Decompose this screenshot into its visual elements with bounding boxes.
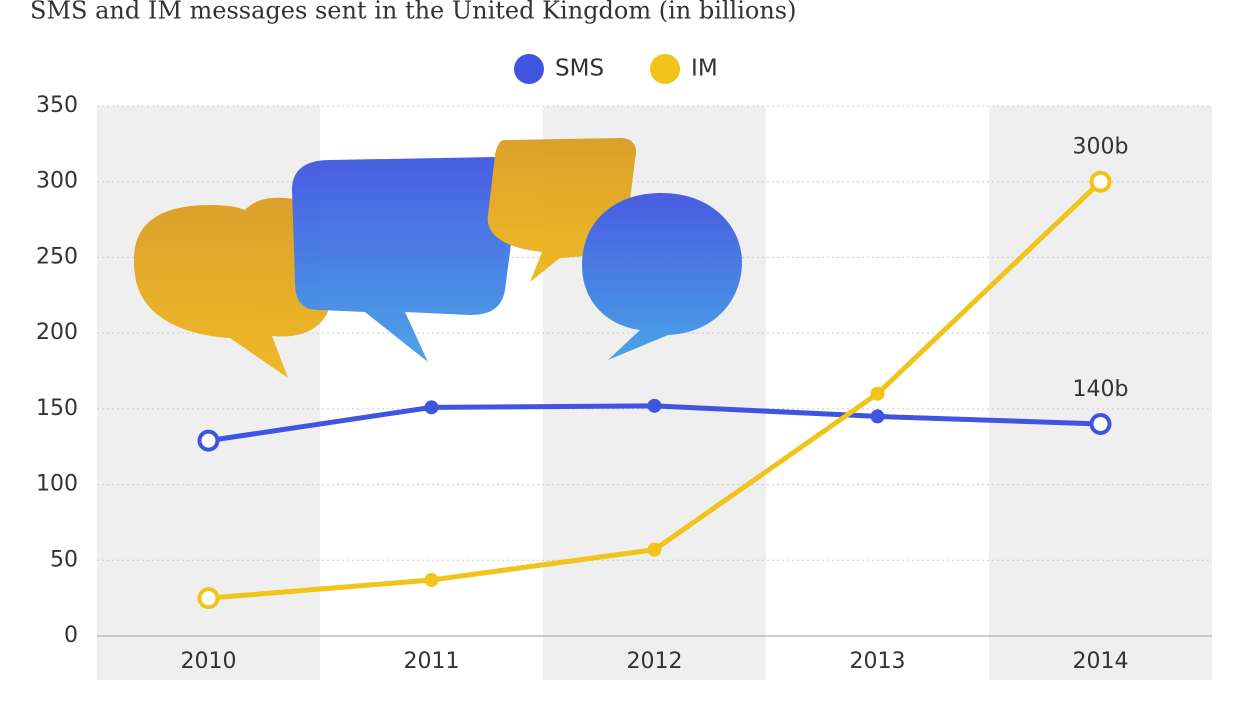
y-tick-label: 100 [36,472,78,497]
data-label: 300b [1073,135,1129,160]
y-tick-label: 50 [50,547,78,572]
x-tick-label: 2014 [1073,649,1129,674]
bubble-blue [292,157,519,362]
legend-marker [514,54,544,84]
x-tick-label: 2013 [850,649,906,674]
decoration [133,138,742,378]
chart-title: SMS and IM messages sent in the United K… [30,0,797,25]
y-tick-label: 200 [36,320,78,345]
point [870,386,885,401]
y-tick-label: 150 [36,396,78,421]
point [647,542,662,557]
legend-marker [650,54,681,84]
legend-label: SMS [555,56,604,82]
y-tick-label: 350 [36,93,78,118]
band [989,106,1212,680]
x-tick-label: 2012 [627,649,683,674]
point [647,398,662,413]
bubble-blue-2 [582,193,742,360]
bubble-orange [133,197,333,378]
y-tick-label: 0 [64,623,78,648]
point [1089,413,1112,435]
point [1089,170,1112,193]
x-tick-label: 2010 [181,649,237,674]
point [197,429,220,452]
y-tick-label: 300 [36,169,78,194]
point [424,400,439,415]
plot: 2010 2011 2012 2013 2014 0 50 100 150 200 250 300 35… [36,54,1129,674]
legend-label: IM [691,56,718,82]
x-tick-label: 2011 [404,649,460,674]
y-tick-label: 250 [36,244,78,269]
data-label: 140b [1073,377,1129,402]
point [197,587,220,610]
point [870,409,885,424]
point [424,572,439,587]
